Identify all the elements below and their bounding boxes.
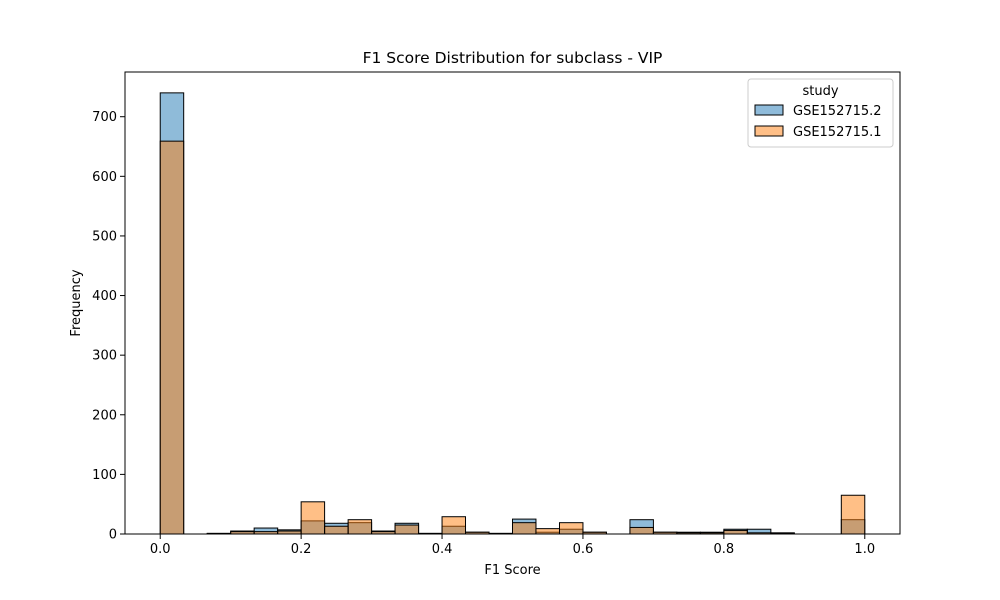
legend-label: GSE152715.1	[793, 125, 882, 140]
y-tick-label: 300	[92, 349, 117, 364]
legend-box	[747, 78, 894, 148]
y-tick-label: 200	[92, 408, 117, 423]
y-tick-label: 100	[92, 468, 117, 483]
bars-layer	[159, 92, 866, 535]
bar	[840, 494, 866, 535]
y-axis-title: Frequency	[69, 269, 84, 336]
axes-frame	[124, 71, 901, 535]
y-tick-label: 400	[92, 289, 117, 304]
legend: study GSE152715.2 GSE152715.1	[747, 78, 894, 148]
x-axis-title: F1 Score	[484, 563, 540, 578]
y-tick-label: 700	[92, 110, 117, 125]
bar	[394, 524, 420, 535]
x-tick-label: 1.0	[854, 542, 875, 557]
y-tick-label: 0	[109, 528, 117, 543]
series-2-bars	[159, 140, 866, 535]
bar	[723, 529, 748, 535]
y-tick-label: 600	[92, 170, 117, 185]
legend-swatch	[754, 125, 784, 137]
x-tick-label: 0.8	[714, 542, 735, 557]
bar	[512, 522, 537, 535]
x-tick-label: 0.6	[573, 542, 594, 557]
legend-swatch	[754, 104, 784, 116]
x-tick-label: 0.2	[291, 542, 312, 557]
bar	[159, 140, 185, 535]
series-1-bars	[159, 92, 866, 535]
bar	[558, 522, 584, 535]
bar	[324, 525, 349, 535]
bar	[347, 519, 373, 535]
x-tick-label: 0.4	[432, 542, 453, 557]
legend-title: study	[802, 84, 838, 99]
bar	[535, 528, 560, 535]
ticks-layer: 0.0 0.2 0.4 0.6 0.8 1.0 0 100 200 300 400 500 600 700	[92, 110, 875, 557]
y-tick-label: 500	[92, 229, 117, 244]
chart-title: F1 Score Distribution for subclass - VIP	[363, 49, 663, 67]
x-tick-label: 0.0	[150, 542, 171, 557]
bar	[300, 501, 326, 535]
bar	[441, 516, 467, 535]
legend-label: GSE152715.2	[793, 104, 882, 119]
bar	[629, 526, 654, 535]
